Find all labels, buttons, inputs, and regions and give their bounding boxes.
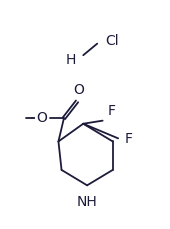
- Text: O: O: [36, 111, 47, 125]
- Text: F: F: [108, 104, 116, 117]
- Text: F: F: [125, 132, 133, 146]
- Text: H: H: [66, 53, 76, 67]
- Text: NH: NH: [77, 195, 98, 209]
- Text: Cl: Cl: [105, 34, 119, 48]
- Text: O: O: [73, 83, 84, 97]
